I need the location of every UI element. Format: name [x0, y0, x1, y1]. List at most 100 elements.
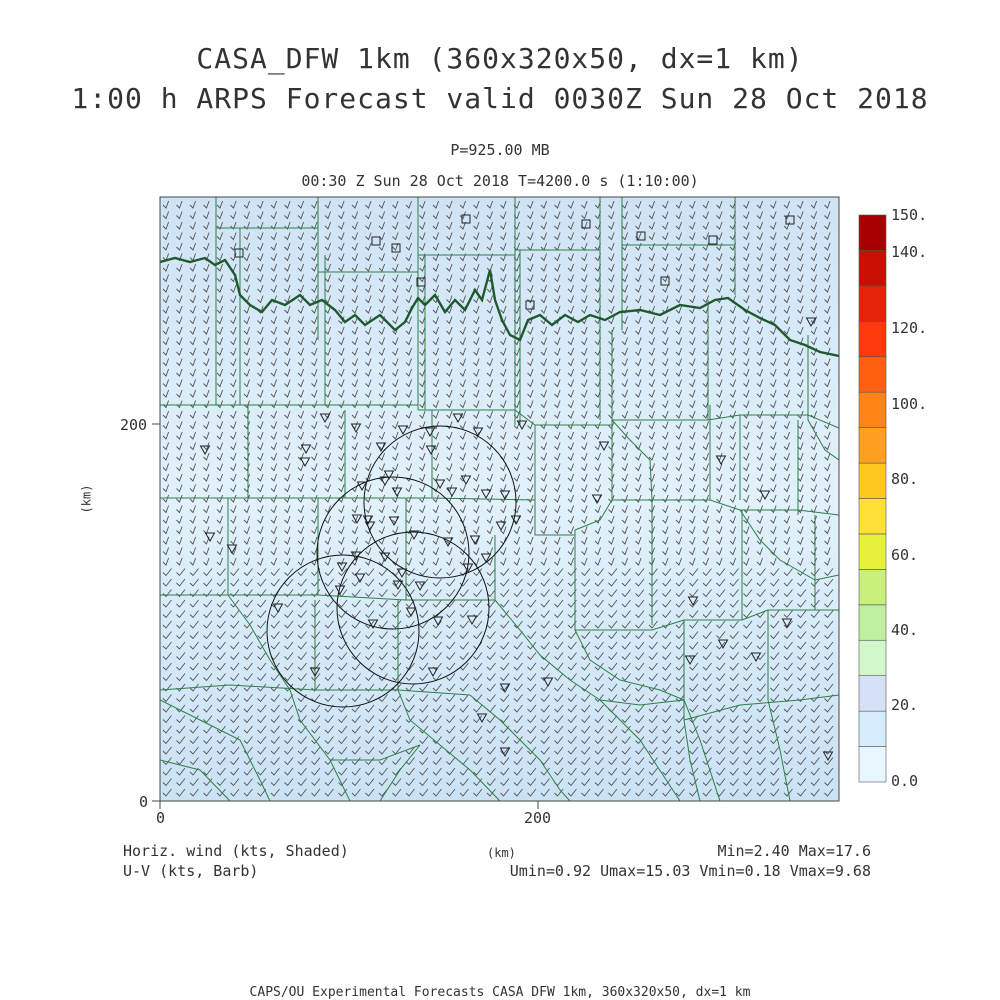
station-triangle-marker: [427, 667, 439, 678]
colorbar-label: 100.: [891, 395, 928, 413]
plot-frame: [159, 196, 840, 802]
colorbar-swatch: [858, 604, 887, 641]
radar-ring: [266, 554, 420, 708]
title-line-2: 1:00 h ARPS Forecast valid 0030Z Sun 28 …: [71, 82, 929, 115]
station-triangle-marker: [466, 615, 478, 626]
station-triangle-marker: [408, 530, 420, 541]
station-square-marker: [708, 235, 718, 245]
station-markers: [199, 214, 834, 762]
field-label-shaded: Horiz. wind (kts, Shaded): [123, 842, 349, 860]
station-triangle-marker: [432, 616, 444, 627]
colorbar-label: 140.: [891, 243, 928, 261]
x-axis-label: (km): [487, 846, 516, 860]
station-triangle-marker: [476, 713, 488, 724]
colorbar-swatch: [858, 285, 887, 322]
station-square-marker: [371, 236, 381, 246]
y-tick-label-0: 0: [139, 793, 149, 811]
station-triangle-marker: [379, 552, 391, 563]
station-triangle-marker: [391, 487, 403, 498]
station-square-marker: [525, 300, 535, 310]
station-triangle-marker: [226, 544, 238, 555]
station-triangle-marker: [405, 607, 417, 618]
colorbar-swatch: [858, 427, 887, 464]
title-line-1: CASA_DFW 1km (360x320x50, dx=1 km): [196, 42, 804, 75]
station-triangle-marker: [204, 532, 216, 543]
station-triangle-marker: [750, 652, 762, 663]
radar-range-rings: [266, 425, 517, 708]
colorbar-swatch: [858, 356, 887, 393]
station-square-marker: [581, 219, 591, 229]
station-triangle-marker: [499, 683, 511, 694]
x-tick-label-0: 0: [156, 809, 166, 827]
station-triangle-marker: [299, 457, 311, 468]
colorbar-label: 120.: [891, 319, 928, 337]
station-triangle-marker: [350, 551, 362, 562]
colorbar-label: 150.: [891, 206, 928, 224]
station-triangle-marker: [598, 441, 610, 452]
colorbar: [858, 214, 887, 783]
colorbar-swatch: [858, 250, 887, 287]
colorbar-swatch: [858, 462, 887, 499]
station-triangle-marker: [383, 470, 395, 481]
colorbar-label: 20.: [891, 696, 919, 714]
station-triangle-marker: [781, 618, 793, 629]
radar-ring: [316, 476, 470, 630]
station-triangle-marker: [319, 413, 331, 424]
station-triangle-marker: [452, 413, 464, 424]
state-border-red-river: [160, 256, 839, 358]
station-triangle-marker: [425, 445, 437, 456]
station-triangle-marker: [354, 573, 366, 584]
station-triangle-marker: [805, 317, 817, 328]
station-triangle-marker: [351, 514, 363, 525]
colorbar-label: 0.0: [891, 772, 919, 790]
station-triangle-marker: [516, 420, 528, 431]
station-triangle-marker: [336, 562, 348, 573]
station-square-marker: [391, 243, 401, 253]
station-triangle-marker: [684, 655, 696, 666]
colorbar-swatch: [858, 675, 887, 712]
station-triangle-marker: [759, 490, 771, 501]
colorbar-label: 40.: [891, 621, 919, 639]
station-triangle-marker: [356, 481, 368, 492]
station-triangle-marker: [499, 747, 511, 758]
station-triangle-marker: [424, 427, 436, 438]
station-square-marker: [636, 231, 646, 241]
station-triangle-marker: [499, 490, 511, 501]
station-triangle-marker: [396, 568, 408, 579]
station-triangle-marker: [480, 489, 492, 500]
radar-ring: [336, 531, 490, 685]
station-triangle-marker: [510, 515, 522, 526]
station-triangle-marker: [362, 515, 374, 526]
station-triangle-marker: [364, 521, 376, 532]
pressure-level: P=925.00 MB: [450, 141, 550, 159]
station-triangle-marker: [414, 581, 426, 592]
station-square-marker: [461, 214, 471, 224]
colorbar-swatch: [858, 639, 887, 676]
station-triangle-marker: [480, 553, 492, 564]
uv-statistics: Umin=0.92 Umax=15.03 Vmin=0.18 Vmax=9.68: [509, 862, 871, 880]
station-triangle-marker: [542, 677, 554, 688]
y-tick-label-200: 200: [120, 416, 148, 434]
colorbar-swatch: [858, 569, 887, 606]
credit-line: CAPS/OU Experimental Forecasts CASA DFW …: [249, 985, 751, 1000]
field-label-barb: U-V (kts, Barb): [123, 862, 259, 880]
colorbar-swatch: [858, 391, 887, 428]
axis-ticks: [152, 423, 539, 809]
colorbar-swatch: [858, 746, 887, 783]
colorbar-label: 60.: [891, 546, 919, 564]
station-triangle-marker: [495, 521, 507, 532]
colorbar-swatch: [858, 498, 887, 535]
station-square-marker: [416, 277, 426, 287]
station-triangle-marker: [446, 487, 458, 498]
station-triangle-marker: [300, 444, 312, 455]
station-triangle-marker: [715, 455, 727, 466]
station-triangle-marker: [199, 445, 211, 456]
colorbar-swatch: [858, 710, 887, 747]
colorbar-label: 80.: [891, 470, 919, 488]
station-triangle-marker: [388, 516, 400, 527]
station-triangle-marker: [442, 537, 454, 548]
station-triangle-marker: [469, 535, 481, 546]
station-triangle-marker: [717, 639, 729, 650]
station-triangle-marker: [392, 580, 404, 591]
